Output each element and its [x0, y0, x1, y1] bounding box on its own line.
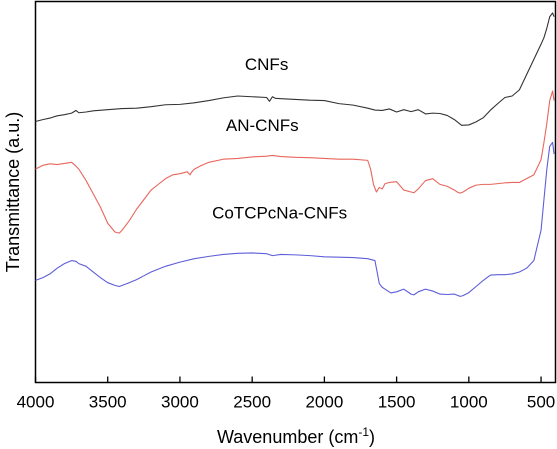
x-axis-title-superscript: -1 [358, 425, 369, 439]
x-tick-label-500: 500 [527, 393, 555, 412]
series-lines [35, 12, 555, 297]
series-line-an-cnfs [35, 90, 555, 234]
series-label-cnfs: CNFs [245, 55, 288, 74]
x-tick-label-1500: 1500 [378, 393, 416, 412]
x-tick-label-2000: 2000 [305, 393, 343, 412]
x-axis-title: Wavenumber (cm-1) [217, 425, 375, 447]
x-axis-title-suffix: ) [369, 427, 375, 447]
series-label-cotcpcna-cnfs: CoTCPcNa-CNFs [212, 204, 347, 223]
y-axis-title: Transmittance (a.u.) [3, 112, 23, 272]
x-tick-label-2500: 2500 [233, 393, 271, 412]
series-label-an-cnfs: AN-CNFs [226, 116, 299, 135]
x-tick-label-3000: 3000 [161, 393, 199, 412]
x-axis-ticks [34, 376, 542, 383]
series-labels: CNFs AN-CNFs CoTCPcNa-CNFs [212, 55, 347, 223]
series-line-cotcpcna-cnfs [35, 141, 555, 297]
x-axis-tick-labels: 4000 3500 3000 2500 2000 1500 1000 500 [17, 393, 556, 412]
plot-frame [34, 0, 557, 384]
x-tick-label-1000: 1000 [450, 393, 488, 412]
series-line-cnfs [35, 12, 555, 126]
x-axis-title-text: Wavenumber (cm [217, 427, 358, 447]
x-tick-label-3500: 3500 [89, 393, 127, 412]
x-tick-label-4000: 4000 [17, 393, 55, 412]
